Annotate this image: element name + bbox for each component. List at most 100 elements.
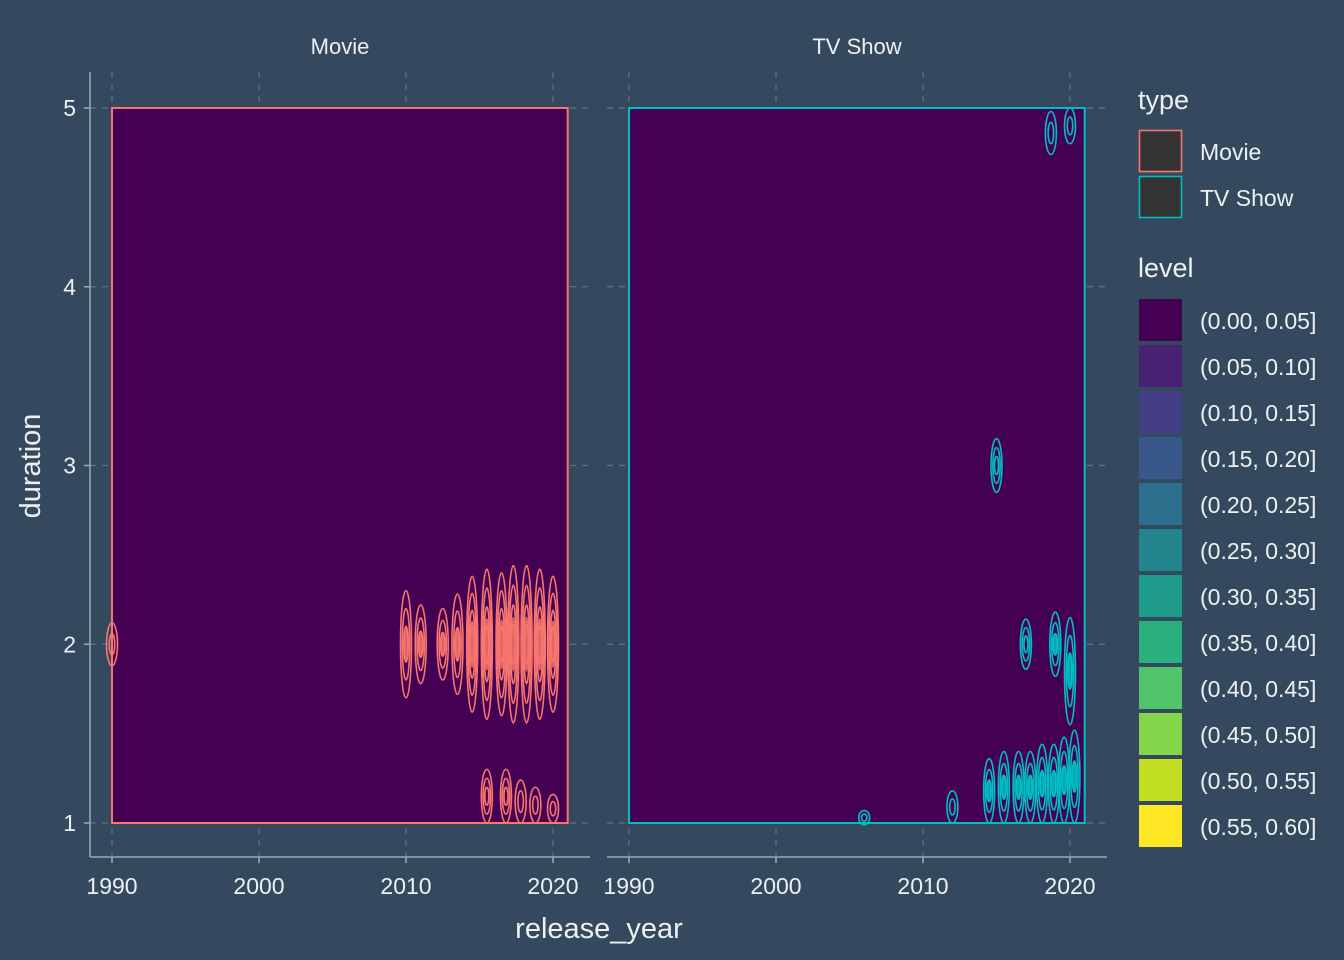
contour-line-tv-show-12-2 (1025, 762, 1035, 812)
y-axis-label: duration (15, 414, 47, 519)
contour-core-tv-show-11 (1015, 774, 1022, 800)
panel-tv-show-density-fill (628, 107, 1086, 824)
contour-line-tv-show-1-1 (1044, 110, 1058, 156)
contour-movie-12 (546, 575, 560, 713)
legend-level-key-5 (1139, 483, 1182, 525)
contour-core-movie-6 (469, 620, 476, 669)
contour-line-tv-show-2-2 (1066, 116, 1074, 136)
legend-level-label-5: (0.20, 0.25] (1200, 492, 1316, 518)
contour-movie-2 (399, 589, 413, 699)
contour-line-movie-9-1 (507, 564, 520, 724)
contour-line-tv-show-4-2 (1021, 626, 1031, 662)
contour-line-tv-show-3-2 (992, 446, 1001, 485)
legend-level-key-4 (1139, 437, 1182, 479)
contour-movie-16 (529, 786, 542, 824)
legend-level-key-10 (1139, 713, 1182, 755)
contour-line-tv-show-14-2 (1049, 756, 1059, 811)
contour-line-movie-17-1 (546, 793, 560, 824)
contour-line-tv-show-9-2 (984, 768, 994, 814)
contour-line-movie-15-1 (514, 779, 527, 824)
contour-tv-show-9 (982, 757, 996, 824)
contour-tv-show-2 (1063, 107, 1077, 145)
contour-movie-13 (480, 768, 494, 824)
contour-line-tv-show-10-2 (999, 762, 1009, 812)
contour-line-movie-6-2 (467, 592, 478, 696)
contour-line-tv-show-4-3 (1023, 635, 1029, 654)
legend-type-title: type (1138, 85, 1189, 115)
legend-level-key-6 (1139, 529, 1182, 571)
contour-line-movie-16-2 (531, 795, 539, 815)
contour-core-movie-5 (454, 626, 461, 662)
x-axis-label: release_year (515, 913, 683, 945)
legend-level-label-7: (0.30, 0.35] (1200, 584, 1316, 610)
legend-type-items: Movie TV Show (1138, 129, 1294, 219)
contour-line-movie-8-2 (496, 589, 507, 699)
contour-line-movie-11-1 (533, 568, 547, 721)
contour-core-movie-8 (498, 619, 505, 670)
contour-line-tv-show-11-2 (1014, 762, 1024, 812)
contour-line-movie-9-2 (508, 584, 519, 705)
contour-movie-7 (480, 568, 494, 721)
contour-core-tv-show-16 (1071, 760, 1078, 793)
legend-level-key-12 (1139, 805, 1182, 847)
contour-movie-5 (451, 593, 464, 696)
contour-line-tv-show-10-1 (997, 750, 1011, 824)
panel-movie-contours (105, 564, 560, 824)
contour-tv-show-8 (946, 790, 959, 824)
x-tick-label-movie-2000: 2000 (233, 873, 284, 899)
contour-line-movie-1-2 (108, 632, 116, 656)
contour-core-movie-9 (510, 616, 517, 672)
panel-tv-show: TV Show 1990 2000 2010 2020 (603, 34, 1107, 899)
contour-tv-show-3 (990, 437, 1003, 494)
contour-line-movie-2-2 (401, 607, 411, 681)
contour-line-movie-3-1 (414, 604, 428, 685)
legend-level-key-7 (1139, 575, 1182, 617)
contour-line-tv-show-5-1 (1049, 611, 1062, 678)
contour-core-tv-show-6 (1067, 652, 1073, 690)
contour-line-tv-show-3-1 (990, 437, 1003, 494)
contour-movie-14 (499, 768, 513, 824)
legend-level-label-4: (0.15, 0.20] (1200, 446, 1316, 472)
legend-level-label-12: (0.55, 0.60] (1200, 814, 1316, 840)
contour-line-tv-show-9-1 (982, 757, 996, 824)
legend-level-label-9: (0.40, 0.45] (1200, 676, 1316, 702)
contour-line-tv-show-8-2 (948, 798, 956, 816)
contour-line-movie-11-2 (534, 587, 545, 702)
contour-core-tv-show-5 (1052, 632, 1059, 656)
contour-core-movie-7 (483, 617, 490, 671)
legend-level-label-3: (0.10, 0.15] (1200, 400, 1316, 426)
x-tick-label-movie-1990: 1990 (86, 873, 137, 899)
legend-level-label-2: (0.05, 0.10] (1200, 354, 1316, 380)
legend-level-label-6: (0.25, 0.30] (1200, 538, 1316, 564)
contour-line-movie-12-2 (548, 592, 558, 696)
contour-movie-3 (414, 604, 428, 685)
contour-line-movie-14-1 (499, 768, 513, 824)
contour-core-movie-4 (439, 631, 446, 657)
x-tick-label-tv-show-2000: 2000 (750, 873, 801, 899)
contour-line-tv-show-4-1 (1019, 618, 1033, 671)
contour-line-movie-15-2 (517, 790, 525, 814)
x-tick-label-movie-2020: 2020 (527, 873, 578, 899)
contour-line-movie-17-2 (549, 800, 557, 817)
contour-core-movie-3 (417, 630, 424, 659)
y-tick-label-4: 4 (63, 274, 76, 300)
contour-line-movie-13-3 (484, 786, 490, 806)
contour-line-movie-5-1 (451, 593, 464, 696)
contour-line-tv-show-1-2 (1047, 121, 1055, 145)
legend-type-label-movie: Movie (1200, 139, 1261, 165)
contour-tv-show-10 (997, 750, 1011, 824)
contour-movie-1 (105, 621, 119, 667)
contour-movie-10 (520, 564, 533, 724)
contour-movie-15 (514, 779, 527, 824)
contour-tv-show-16 (1068, 729, 1081, 824)
contour-core-movie-11 (536, 617, 543, 671)
contour-movie-9 (507, 564, 520, 724)
contour-core-movie-12 (550, 620, 556, 669)
contour-line-tv-show-16-2 (1069, 744, 1079, 809)
contour-line-movie-10-2 (521, 584, 532, 705)
contour-line-movie-13-1 (480, 768, 494, 824)
legend-level-label-8: (0.35, 0.40] (1200, 630, 1316, 656)
x-tick-label-tv-show-2010: 2010 (897, 873, 948, 899)
